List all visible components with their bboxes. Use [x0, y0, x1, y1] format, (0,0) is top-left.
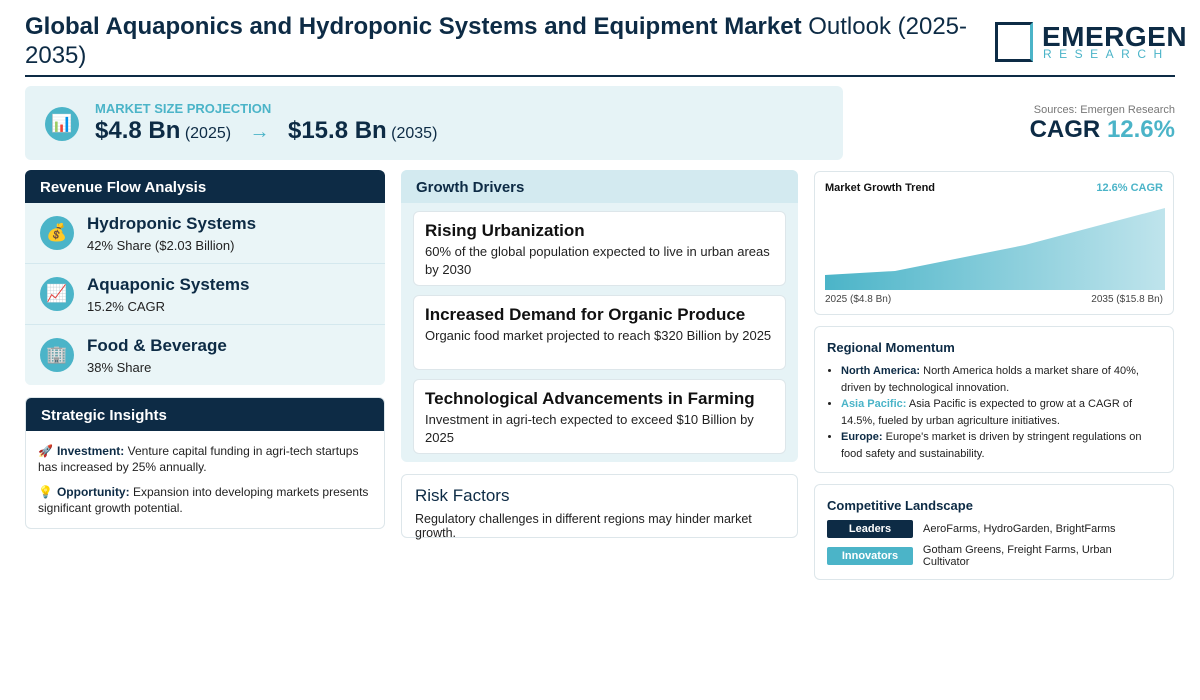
- trend-area: [825, 208, 1165, 290]
- logo-mark: [995, 22, 1033, 62]
- revenue-item: 🏢 Food & Beverage 38% Share: [25, 325, 385, 385]
- revenue-item: 💰 Hydroponic Systems 42% Share ($2.03 Bill…: [25, 203, 385, 264]
- panel-header: Revenue Flow Analysis: [25, 170, 385, 203]
- driver-name: Increased Demand for Organic Produce: [425, 305, 746, 324]
- revenue-icon: 🏢: [40, 338, 74, 372]
- driver-name: Technological Advancements in Farming: [425, 389, 755, 408]
- region-name: Asia Pacific:: [841, 398, 907, 410]
- logo-top: EMERGEN: [1042, 21, 1188, 52]
- competitive-list: Leaders AeroFarms, HydroGarden, BrightFar…: [827, 520, 1161, 568]
- arrow: →: [249, 121, 270, 143]
- competitive-companies: Gotham Greens, Freight Farms, Urban Cult…: [922, 544, 1112, 568]
- competitive-companies: AeroFarms, HydroGarden, BrightFarms: [923, 523, 1116, 535]
- driver-detail: Organic food market projected to reach $…: [425, 328, 772, 343]
- end-year: (2035): [391, 125, 438, 142]
- driver-card: Technological Advancements in Farming Inv…: [413, 379, 786, 454]
- cagr-label: CAGR: [1029, 116, 1101, 143]
- trend-cagr: 12.6% CAGR: [1096, 182, 1163, 194]
- driver-detail: 60% of the global population expected to…: [425, 244, 770, 277]
- cagr-value: 12.6%: [1106, 116, 1175, 143]
- region-text: Europe's market is driven by stringent r…: [841, 431, 1142, 460]
- driver-card: Increased Demand for Organic Produce Orga…: [413, 295, 786, 370]
- insight-icon: 🚀: [38, 444, 53, 458]
- projection-label: MARKET SIZE PROJECTION: [95, 101, 272, 116]
- risk-factors: Risk Factors Regulatory challenges in di…: [401, 474, 798, 540]
- region-text: Asia Pacific is expected to grow at a CA…: [841, 398, 1133, 427]
- title-rest: Outlook (2025-2035): [25, 13, 968, 69]
- regional-momentum: Regional Momentum North America: North A…: [814, 326, 1174, 473]
- competitive-row: Leaders AeroFarms, HydroGarden, BrightFar…: [827, 520, 1161, 538]
- revenue-detail: 15.2% CAGR: [87, 298, 166, 314]
- region-name: Europe:: [841, 431, 883, 443]
- insight: 💡 Opportunity: Expansion into developing …: [38, 484, 372, 516]
- region-name: North America:: [841, 365, 921, 377]
- competitive-title: Competitive Landscape: [827, 498, 973, 513]
- trend-start: 2025 ($4.8 Bn): [825, 294, 892, 305]
- logo-bottom: RESEARCH: [1043, 47, 1170, 61]
- panel-header: Strategic Insights: [26, 398, 384, 431]
- projection-values: $4.8 Bn (2025) → $15.8 Bn (2035): [95, 117, 437, 145]
- driver-detail: Investment in agri-tech expected to exce…: [425, 412, 754, 445]
- competitive-row: Innovators Gotham Greens, Freight Farms, …: [827, 544, 1161, 568]
- revenue-text: Aquaponic Systems 15.2% CAGR: [87, 275, 250, 314]
- insight: 🚀 Investment: Venture capital funding in …: [38, 443, 372, 475]
- regional-item: Asia Pacific: Asia Pacific is expected t…: [841, 396, 1161, 429]
- region-text: North America holds a market share of 40…: [841, 365, 1139, 394]
- page-title: Global Aquaponics and Hydroponic Systems…: [25, 12, 985, 70]
- driver-card: Rising Urbanization 60% of the global pop…: [413, 211, 786, 286]
- insight-label: Opportunity:: [56, 485, 130, 499]
- competitive-landscape: Competitive Landscape Leaders AeroFarms, …: [814, 484, 1174, 580]
- revenue-item: 📈 Aquaponic Systems 15.2% CAGR: [25, 264, 385, 325]
- revenue-detail: 42% Share ($2.03 Billion): [87, 237, 235, 253]
- growth-trend: Market Growth Trend 12.6% CAGR 2025 ($4.…: [814, 171, 1174, 315]
- title-bold: Global Aquaponics and Hydroponic Systems…: [25, 13, 802, 40]
- trend-end: 2035 ($15.8 Bn): [1091, 294, 1163, 305]
- competitive-badge: Innovators: [827, 547, 913, 565]
- regional-item: North America: North America holds a mar…: [841, 363, 1161, 396]
- cagr: CAGR 12.6%: [1030, 116, 1175, 144]
- revenue-flow: Revenue Flow Analysis 💰 Hydroponic System…: [25, 170, 385, 385]
- revenue-name: Aquaponic Systems: [87, 274, 250, 294]
- insight-label: Investment:: [56, 444, 125, 458]
- regional-list: North America: North America holds a mar…: [827, 363, 1161, 462]
- panel-header: Growth Drivers: [401, 170, 798, 203]
- projection-icon: 📊: [45, 107, 79, 141]
- regional-title: Regional Momentum: [827, 340, 955, 355]
- revenue-text: Hydroponic Systems 42% Share ($2.03 Billi…: [87, 214, 256, 253]
- header-rule: [25, 75, 1175, 77]
- driver-name: Rising Urbanization: [425, 221, 585, 240]
- start-year: (2025): [184, 125, 232, 142]
- trend-title: Market Growth Trend: [825, 182, 936, 194]
- insight-text: Expansion into developing markets presen…: [38, 485, 369, 515]
- trend-shape: [825, 208, 1165, 290]
- projection-box: 📊 MARKET SIZE PROJECTION $4.8 Bn (2025) …: [25, 86, 843, 160]
- revenue-detail: 38% Share: [87, 359, 152, 375]
- strategic-insights: Strategic Insights 🚀 Investment: Venture …: [25, 397, 385, 529]
- source: Sources: Emergen Research: [1033, 104, 1175, 116]
- revenue-name: Hydroponic Systems: [87, 213, 257, 233]
- revenue-icon: 📈: [40, 277, 74, 311]
- insight-text: Venture capital funding in agri-tech sta…: [38, 444, 359, 474]
- revenue-text: Food & Beverage 38% Share: [87, 336, 227, 375]
- revenue-name: Food & Beverage: [87, 335, 227, 355]
- regional-item: Europe: Europe's market is driven by str…: [841, 429, 1161, 462]
- insight-list: 🚀 Investment: Venture capital funding in …: [26, 431, 384, 528]
- revenue-icon: 💰: [40, 216, 74, 250]
- risk-text: Regulatory challenges in different regio…: [415, 512, 752, 540]
- risk-title: Risk Factors: [415, 486, 510, 505]
- end-value: $15.8 Bn: [287, 117, 387, 144]
- insight-icon: 💡: [38, 485, 53, 499]
- competitive-badge: Leaders: [827, 520, 913, 538]
- revenue-list: 💰 Hydroponic Systems 42% Share ($2.03 Bill…: [25, 203, 385, 385]
- start-value: $4.8 Bn: [95, 117, 181, 144]
